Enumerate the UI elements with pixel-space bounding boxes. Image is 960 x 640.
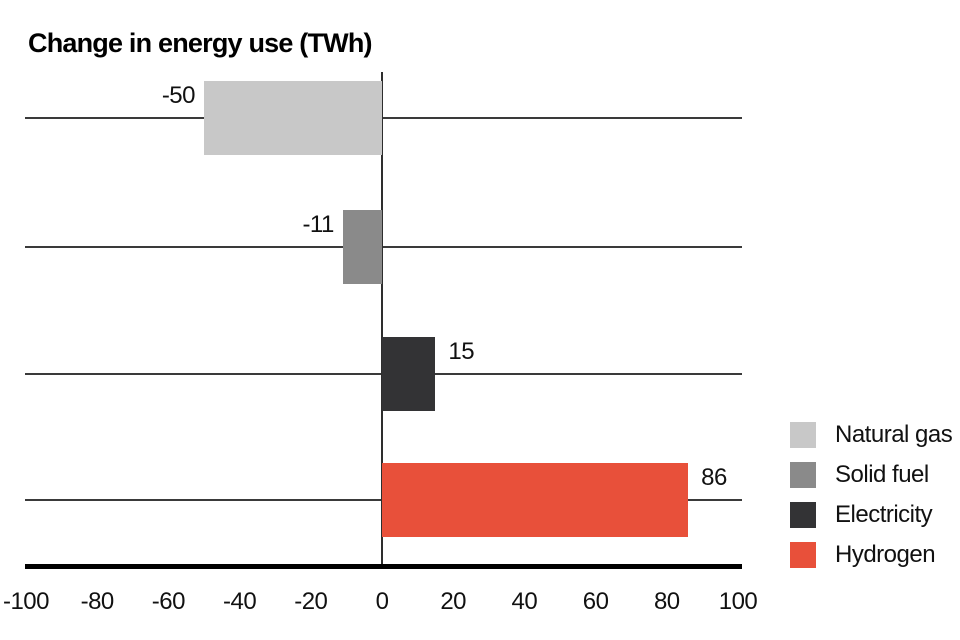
legend-item-solid-fuel: Solid fuel [790, 462, 929, 488]
x-tick--20: -20 [294, 588, 328, 615]
legend-label-hydrogen: Hydrogen [835, 541, 936, 568]
bar-hydrogen [382, 463, 689, 537]
gridline-row-solid-fuel [25, 246, 742, 248]
legend-swatch-hydrogen [790, 542, 816, 568]
legend-swatch-natural-gas [790, 422, 816, 448]
legend-item-hydrogen: Hydrogen [790, 541, 936, 568]
x-tick--100: -100 [2, 588, 50, 615]
legend-item-electricity: Electricity [790, 501, 933, 528]
bar-natural-gas [204, 81, 382, 155]
x-tick-20: 20 [440, 588, 467, 615]
legend-label-electricity: Electricity [835, 501, 933, 528]
value-label-hydrogen: 86 [701, 464, 727, 491]
x-tick-0: 0 [375, 588, 389, 615]
value-label-electricity: 15 [448, 338, 475, 365]
zero-axis-line [381, 72, 383, 567]
gridline-row-natural-gas [25, 117, 742, 119]
x-tick--80: -80 [80, 588, 115, 615]
x-axis-line [25, 564, 742, 569]
value-label-natural-gas: -50 [161, 82, 196, 109]
x-tick-40: 40 [511, 588, 538, 615]
x-tick-100: 100 [718, 588, 758, 615]
value-label-solid-fuel: -11 [302, 211, 334, 238]
x-tick-80: 80 [653, 588, 680, 615]
x-tick-60: 60 [582, 588, 609, 615]
bar-electricity [382, 337, 436, 411]
legend-swatch-solid-fuel [790, 462, 816, 488]
x-tick--60: -60 [151, 588, 186, 615]
legend-swatch-electricity [790, 502, 816, 528]
bar-solid-fuel [342, 210, 382, 284]
legend-label-natural-gas: Natural gas [835, 421, 953, 448]
legend-label-solid-fuel: Solid fuel [835, 461, 929, 488]
x-tick--40: -40 [223, 588, 257, 615]
legend-item-natural-gas: Natural gas [790, 421, 953, 448]
chart-title: Change in energy use (TWh) [28, 28, 373, 58]
